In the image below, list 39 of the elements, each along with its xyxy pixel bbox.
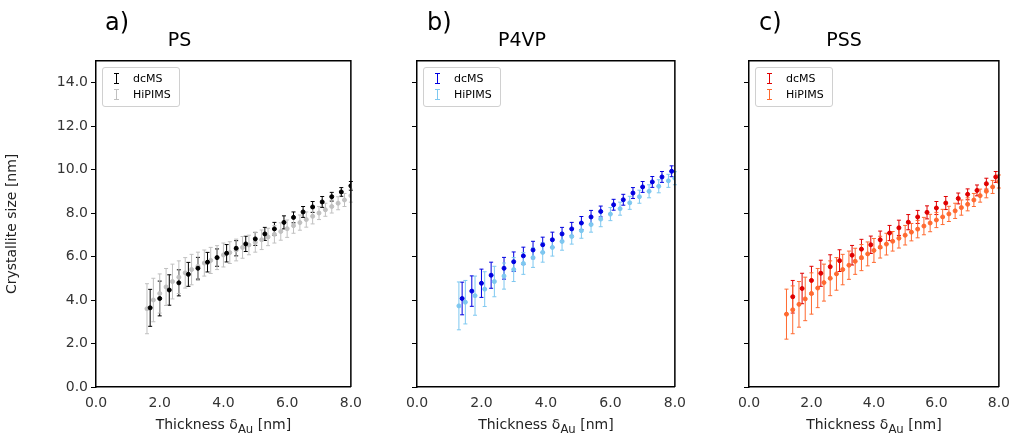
x-tick-label: 6.0 [276, 394, 299, 411]
text: c) [759, 8, 782, 36]
chart-title: P4VP [497, 28, 547, 51]
legend-label: dcMS [786, 70, 816, 87]
chart-title: PSS [826, 28, 862, 51]
x-axis-title: Thickness δ$_{Au}$ [nm] [806, 416, 942, 436]
x-tick-label: 8.0 [663, 394, 686, 411]
y-tick-label: 6.0 [65, 247, 88, 264]
legend-label: HiPIMS [786, 86, 824, 103]
legend-label: HiPIMS [454, 86, 492, 103]
x-tick-label: 4.0 [862, 394, 886, 411]
x-tick-label: 6.0 [925, 394, 948, 411]
y-tick-label: 14.0 [56, 73, 88, 90]
chart-title: PS [167, 28, 192, 51]
y-tick-label: 2.0 [65, 334, 88, 351]
legend-label: dcMS [454, 70, 484, 87]
legend-label: HiPIMS [133, 86, 171, 103]
x-tick-label: 2.0 [470, 394, 493, 411]
text: a) [105, 8, 130, 36]
y-tick-label: 8.0 [65, 203, 88, 220]
y-tick-label: 10.0 [56, 160, 88, 177]
x-tick-label: 6.0 [599, 394, 622, 411]
x-tick-label: 8.0 [987, 394, 1010, 411]
x-tick-label: 4.0 [212, 394, 235, 411]
y-axis-title: Crystallite size [nm] [3, 153, 20, 295]
text: b) [427, 8, 452, 36]
y-tick-label: 12.0 [56, 116, 88, 133]
x-tick-label: 8.0 [339, 394, 362, 411]
x-axis-title: Thickness δ$_{Au}$ [nm] [478, 416, 614, 436]
x-tick-label: 0.0 [737, 394, 761, 411]
x-tick-label: 0.0 [405, 394, 429, 411]
x-tick-label: 4.0 [534, 394, 558, 411]
x-tick-label: 2.0 [148, 394, 171, 411]
y-tick-label: 4.0 [65, 290, 88, 307]
x-tick-label: 2.0 [800, 394, 823, 411]
x-tick-label: 0.0 [84, 394, 108, 411]
x-axis-title: Thickness δ$_{Au}$ [nm] [155, 416, 292, 436]
legend-label: dcMS [133, 70, 163, 87]
y-tick-label: 0.0 [65, 377, 88, 394]
